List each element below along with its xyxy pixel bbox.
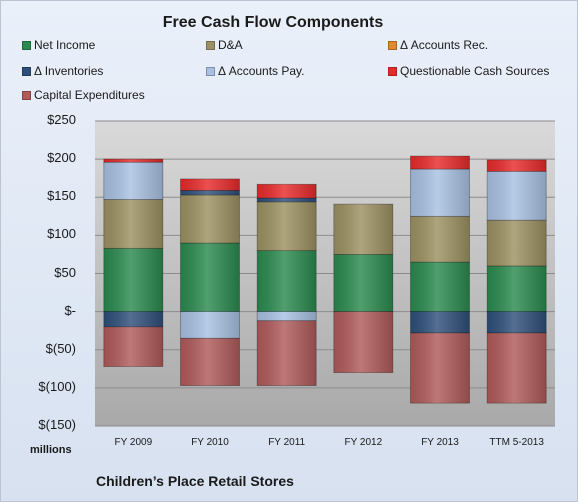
bar-sheen [487, 332, 547, 404]
bar-sheen [487, 311, 547, 333]
y-tick-label: $200 [47, 150, 76, 166]
legend-label: D&A [218, 38, 243, 52]
bar-sheen [180, 194, 240, 243]
bar-sheen [257, 311, 317, 321]
bar-sheen [487, 220, 547, 266]
legend-label: Capital Expenditures [34, 88, 145, 102]
legend-item: Questionable Cash Sources [388, 64, 549, 78]
legend-item: Capital Expenditures [22, 88, 145, 102]
legend-label: Δ Accounts Rec. [400, 38, 489, 52]
legend-swatch [206, 67, 215, 76]
y-tick-label: $(150) [38, 417, 76, 432]
bar-sheen [103, 326, 163, 367]
legend-swatch [388, 67, 397, 76]
bar-sheen [410, 262, 470, 312]
bar-sheen [487, 159, 547, 172]
legend-item: Δ Accounts Pay. [206, 64, 305, 78]
bar-sheen [257, 250, 317, 312]
bar-sheen [410, 169, 470, 217]
legend-item: Δ Inventories [22, 64, 103, 78]
bar-sheen [333, 204, 393, 255]
x-tick-label: FY 2011 [268, 437, 306, 448]
bar-sheen [487, 171, 547, 221]
legend-item: D&A [206, 38, 243, 52]
legend-swatch [22, 41, 31, 50]
legend-item: Δ Accounts Rec. [388, 38, 488, 52]
units-label: millions [30, 444, 72, 456]
x-tick-label: FY 2012 [344, 437, 383, 448]
bar-sheen [103, 248, 163, 312]
bar-sheen [180, 190, 240, 195]
bar-sheen [180, 338, 240, 386]
legend-label: Δ Accounts Pay. [218, 64, 305, 78]
legend-label: Questionable Cash Sources [400, 64, 550, 78]
y-tick-label: $100 [47, 226, 76, 242]
legend-item: Net Income [22, 38, 95, 52]
bar-sheen [180, 178, 240, 191]
chart-title: Free Cash Flow Components [162, 14, 384, 31]
company-label: Children’s Place Retail Stores [96, 473, 294, 489]
bar-sheen [257, 198, 317, 202]
legend: Net Income D&A Δ Accounts Rec. Δ Inventorie… [0, 0, 578, 110]
bar-sheen [333, 311, 393, 373]
y-tick-label: $- [64, 302, 76, 318]
bar-sheen [410, 311, 470, 333]
legend-label: Net Income [34, 38, 96, 52]
bar-sheen [180, 311, 240, 339]
bar-sheen [103, 311, 163, 327]
bar-sheen [333, 254, 393, 312]
y-tick-label: $250 [47, 112, 76, 127]
bar-sheen [103, 199, 163, 249]
x-tick-label: FY 2009 [114, 437, 153, 448]
x-tick-label: FY 2010 [191, 437, 229, 448]
bar-sheen [257, 184, 317, 199]
bar-sheen [257, 201, 317, 251]
legend-swatch [388, 41, 397, 50]
bar-sheen [410, 156, 470, 170]
bar-sheen [257, 320, 317, 386]
bar-sheen [180, 243, 240, 312]
y-tick-label: $50 [54, 264, 76, 280]
x-tick-label: TTM 5-2013 [489, 437, 544, 448]
bar-sheen [410, 332, 470, 404]
bar-sheen [410, 216, 470, 263]
bar-sheen [103, 162, 163, 200]
y-tick-label: $(50) [45, 340, 76, 356]
y-tick-label: $150 [47, 188, 76, 204]
bar-sheen [487, 265, 547, 312]
legend-swatch [22, 67, 31, 76]
legend-swatch [22, 91, 31, 100]
y-tick-label: $(100) [38, 378, 76, 394]
legend-label: Δ Inventories [34, 64, 104, 78]
x-tick-label: FY 2013 [421, 437, 459, 448]
legend-swatch [206, 41, 215, 50]
bar-sheen [103, 159, 163, 163]
